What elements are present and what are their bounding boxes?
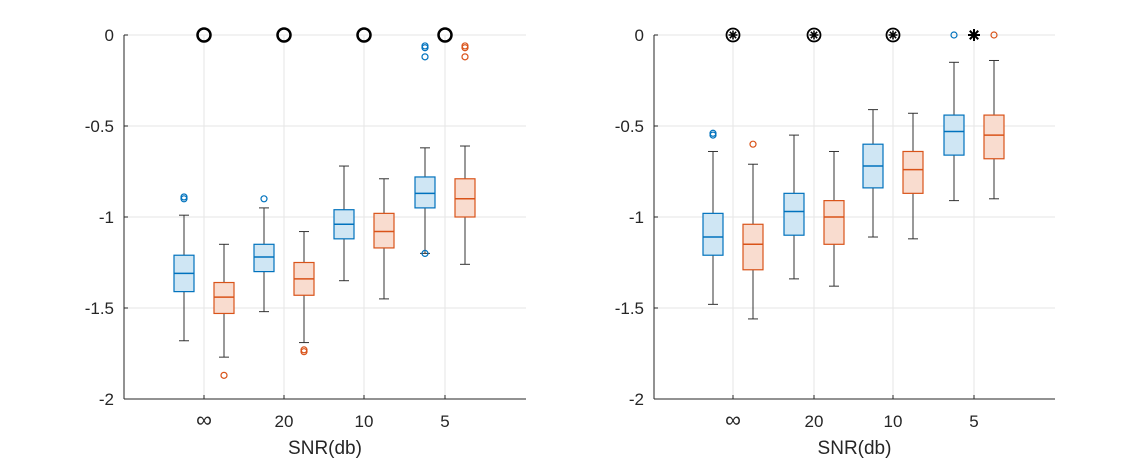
significance-marker [437,27,453,43]
series-blue [702,31,965,305]
outlier-point [461,53,469,61]
outlier-point [300,348,308,356]
marker-asterisk-stroke [889,31,897,39]
significance-marker [356,27,372,43]
x-axis-label: SNR(db) [818,438,892,459]
significance-marker [806,27,822,43]
subplot-2: 0 -0.5 -1 -1.5 -2 ∞ 20 10 5 SNR(db) [615,26,1055,459]
box-blue-2 [253,195,275,313]
y-tick-label: -0.5 [615,117,644,136]
y-tick-label: -2 [629,390,644,409]
box-iqr [414,176,436,209]
y-tick-label: -1 [99,208,114,227]
y-tick-label: 0 [635,26,644,45]
outlier-point [421,249,429,257]
marker-circle [725,27,741,43]
marker-circle [196,27,212,43]
outlier-point [709,131,717,139]
marker-circle [276,27,292,43]
box-blue-4 [414,42,436,257]
box-blue-4 [943,31,965,202]
outlier-point [749,140,757,148]
box-orange-1 [213,243,235,379]
box-iqr [983,114,1005,160]
box-iqr [454,178,476,218]
series-orange [742,31,1005,320]
box-iqr [213,281,235,315]
y-tick-label: 0 [105,26,114,45]
x-tick-label: ∞ [196,407,212,432]
x-tick-label: 10 [355,412,374,431]
y-tick-label: -1.5 [85,299,114,318]
box-orange-3 [902,112,924,240]
significance-marker [968,29,980,41]
x-tick-label: 20 [805,412,824,431]
outlier-point [220,371,228,379]
marker-circle [806,27,822,43]
marker-circle [437,27,453,43]
box-orange-2 [823,150,845,287]
marker-asterisk-stroke [729,31,737,39]
series-orange [213,42,476,379]
box-blue-1 [702,129,724,305]
box-blue-1 [173,193,195,342]
outlier-point [421,44,429,52]
box-orange-2 [293,231,315,356]
significance-marker [885,27,901,43]
x-axis-label: SNR(db) [288,438,362,459]
box-iqr [742,223,764,271]
y-tick-label: -1 [629,208,644,227]
significance-marker [725,27,741,43]
marker-asterisk-stroke [969,30,979,40]
outlier-point [950,31,958,39]
box-blue-3 [333,165,355,282]
outlier-point [990,31,998,39]
significance-marker [276,27,292,43]
x-tick-label: 5 [969,412,978,431]
box-blue-3 [862,109,884,238]
box-iqr [943,114,965,156]
box-iqr [373,212,395,249]
box-iqr [253,243,275,273]
series-blue [173,42,436,342]
marker-circle [885,27,901,43]
y-tick-label: -1.5 [615,299,644,318]
significance-marker [196,27,212,43]
box-iqr [702,212,724,256]
box-orange-4 [454,42,476,265]
box-orange-1 [742,140,764,320]
subplot-1: 0 -0.5 -1 -1.5 -2 ∞ 20 10 5 SNR(db) [85,26,526,459]
marker-circle [356,27,372,43]
box-orange-3 [373,178,395,300]
y-tick-label: -0.5 [85,117,114,136]
outlier-point [260,195,268,203]
box-iqr [823,200,845,245]
x-tick-label: 10 [884,412,903,431]
box-blue-2 [783,134,805,280]
outlier-point [421,53,429,61]
x-tick-label: ∞ [725,407,741,432]
outlier-point [180,195,188,203]
y-tick-label: -2 [99,390,114,409]
box-iqr [783,192,805,236]
outlier-point [461,44,469,52]
marker-asterisk-stroke [810,31,818,39]
box-orange-4 [983,31,1005,200]
x-tick-label: 20 [275,412,294,431]
box-iqr [902,150,924,194]
x-tick-label: 5 [440,412,449,431]
